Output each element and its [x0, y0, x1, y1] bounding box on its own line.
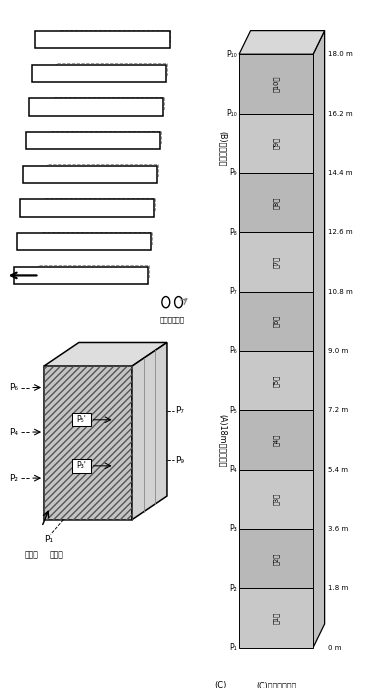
Text: 9.0 m: 9.0 m	[328, 348, 348, 354]
Polygon shape	[132, 343, 167, 519]
Bar	[239, 292, 313, 351]
Text: 采出端: 采出端	[172, 316, 185, 323]
Text: P₆: P₆	[229, 346, 237, 356]
Text: P₉: P₉	[229, 169, 237, 178]
Text: 3.6 m: 3.6 m	[328, 526, 348, 532]
Polygon shape	[23, 166, 157, 183]
Bar	[239, 469, 313, 529]
Bar	[239, 233, 313, 292]
Text: (B)心部模型图: (B)心部模型图	[218, 131, 227, 166]
Text: P₁: P₁	[229, 643, 237, 652]
Text: P₅': P₅'	[76, 416, 86, 424]
Polygon shape	[29, 98, 163, 116]
Text: P₁₀: P₁₀	[226, 109, 237, 118]
Polygon shape	[239, 30, 325, 54]
Text: (C): (C)	[214, 681, 227, 688]
Polygon shape	[17, 233, 151, 250]
Text: 7.2 m: 7.2 m	[328, 407, 348, 413]
Text: P₇: P₇	[229, 287, 237, 296]
Text: 第10段: 第10段	[273, 76, 279, 92]
Text: 注入端: 注入端	[24, 550, 38, 559]
Text: (A)18m沙心实物图: (A)18m沙心实物图	[218, 413, 227, 467]
Text: P₂: P₂	[10, 473, 19, 482]
Polygon shape	[44, 343, 167, 366]
Text: P₃: P₃	[229, 524, 237, 533]
Text: 14.4 m: 14.4 m	[328, 170, 352, 176]
Text: 第7段: 第7段	[273, 256, 279, 268]
Polygon shape	[35, 31, 169, 48]
Bar	[239, 351, 313, 410]
Text: P₆: P₆	[10, 383, 19, 392]
Polygon shape	[26, 132, 160, 149]
Polygon shape	[32, 65, 166, 82]
Text: 采出端: 采出端	[50, 550, 64, 559]
Text: P₁: P₁	[44, 535, 53, 544]
Text: 10.8 m: 10.8 m	[328, 288, 353, 294]
Text: 5.4 m: 5.4 m	[328, 466, 348, 473]
Text: 第4段: 第4段	[273, 433, 279, 446]
Bar	[71, 459, 91, 473]
Polygon shape	[14, 267, 148, 284]
Text: P₄: P₄	[229, 465, 237, 474]
Polygon shape	[313, 30, 325, 647]
Text: 第5段: 第5段	[273, 374, 279, 387]
Text: 第6段: 第6段	[273, 315, 279, 327]
Text: 12.6 m: 12.6 m	[328, 229, 353, 235]
Text: P₁₀: P₁₀	[226, 50, 237, 58]
Text: 16.2 m: 16.2 m	[328, 111, 353, 116]
Bar	[239, 173, 313, 233]
Text: 1.8 m: 1.8 m	[328, 585, 348, 591]
Text: 0 m: 0 m	[328, 645, 341, 651]
Text: P₇: P₇	[175, 407, 184, 416]
Text: P₅: P₅	[229, 406, 237, 415]
Text: 第2段: 第2段	[273, 552, 279, 565]
Bar	[239, 114, 313, 173]
Text: 第3段: 第3段	[273, 493, 279, 505]
Polygon shape	[44, 366, 132, 519]
Text: P₄: P₄	[10, 427, 19, 437]
Bar	[239, 529, 313, 588]
Text: 第8段: 第8段	[273, 196, 279, 208]
Text: 第1段: 第1段	[273, 612, 279, 624]
Text: P₉: P₉	[175, 456, 184, 465]
Bar	[71, 413, 91, 427]
Bar	[239, 410, 313, 469]
Text: 第9段: 第9段	[273, 137, 279, 149]
Bar	[239, 54, 313, 114]
Text: (C)层内分段情况: (C)层内分段情况	[256, 681, 296, 688]
Text: P₈: P₈	[229, 228, 237, 237]
Text: 18.0 m: 18.0 m	[328, 51, 353, 57]
Text: P₃': P₃'	[76, 462, 86, 471]
Text: 注入端: 注入端	[159, 316, 172, 323]
Bar	[239, 588, 313, 647]
Polygon shape	[20, 200, 154, 217]
Text: P₂: P₂	[229, 583, 237, 593]
